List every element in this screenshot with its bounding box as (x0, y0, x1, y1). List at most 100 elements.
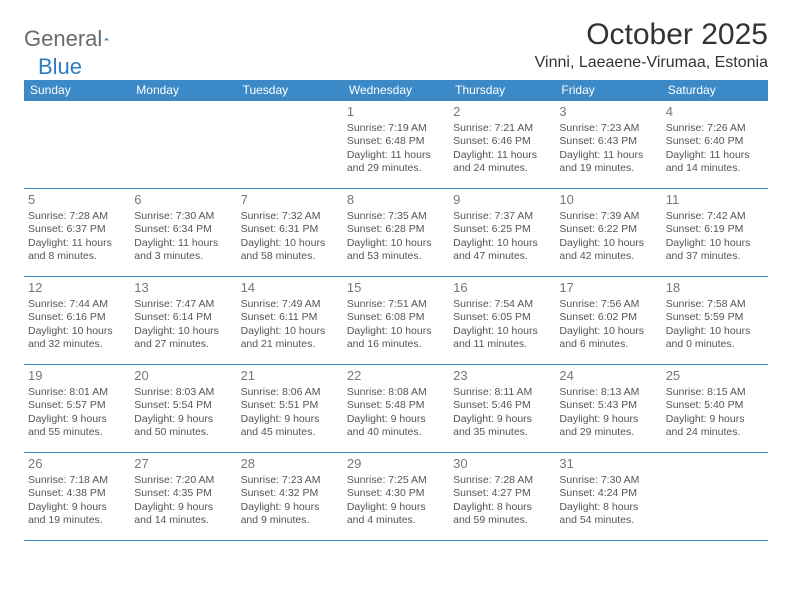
day2-text: and 47 minutes. (453, 250, 551, 263)
day-number: 9 (453, 192, 551, 208)
sunrise-text: Sunrise: 7:58 AM (666, 298, 764, 311)
day1-text: Daylight: 10 hours (28, 325, 126, 338)
calendar-cell: 30Sunrise: 7:28 AMSunset: 4:27 PMDayligh… (449, 453, 555, 541)
day1-text: Daylight: 9 hours (241, 413, 339, 426)
day2-text: and 27 minutes. (134, 338, 232, 351)
day-number: 31 (559, 456, 657, 472)
sunset-text: Sunset: 6:40 PM (666, 135, 764, 148)
day2-text: and 50 minutes. (134, 426, 232, 439)
day-number: 12 (28, 280, 126, 296)
day2-text: and 42 minutes. (559, 250, 657, 263)
logo-blue-text-wrap: Blue (38, 54, 82, 80)
header: General October 2025 Vinni, Laeaene-Viru… (24, 18, 768, 72)
calendar-cell: 28Sunrise: 7:23 AMSunset: 4:32 PMDayligh… (237, 453, 343, 541)
calendar-cell: 9Sunrise: 7:37 AMSunset: 6:25 PMDaylight… (449, 189, 555, 277)
day1-text: Daylight: 11 hours (453, 149, 551, 162)
calendar-row: 1Sunrise: 7:19 AMSunset: 6:48 PMDaylight… (24, 101, 768, 189)
day1-text: Daylight: 11 hours (666, 149, 764, 162)
day-header: Sunday (24, 80, 130, 101)
day-number: 14 (241, 280, 339, 296)
day-number: 3 (559, 104, 657, 120)
calendar-cell: 5Sunrise: 7:28 AMSunset: 6:37 PMDaylight… (24, 189, 130, 277)
day1-text: Daylight: 10 hours (347, 325, 445, 338)
day-number: 21 (241, 368, 339, 384)
sunrise-text: Sunrise: 7:35 AM (347, 210, 445, 223)
day2-text: and 59 minutes. (453, 514, 551, 527)
calendar-cell: 18Sunrise: 7:58 AMSunset: 5:59 PMDayligh… (662, 277, 768, 365)
day2-text: and 9 minutes. (241, 514, 339, 527)
sunrise-text: Sunrise: 7:30 AM (134, 210, 232, 223)
sunset-text: Sunset: 5:51 PM (241, 399, 339, 412)
calendar-cell: 4 Sunrise: 7:26 AMSunset: 6:40 PMDaylight… (662, 101, 768, 189)
month-title: October 2025 (535, 18, 768, 52)
day1-text: Daylight: 9 hours (453, 413, 551, 426)
sunset-text: Sunset: 6:31 PM (241, 223, 339, 236)
day-number: 28 (241, 456, 339, 472)
sunset-text: Sunset: 6:16 PM (28, 311, 126, 324)
calendar-cell: 12Sunrise: 7:44 AMSunset: 6:16 PMDayligh… (24, 277, 130, 365)
sunset-text: Sunset: 6:37 PM (28, 223, 126, 236)
day-number: 23 (453, 368, 551, 384)
sunrise-text: Sunrise: 7:30 AM (559, 474, 657, 487)
day2-text: and 58 minutes. (241, 250, 339, 263)
sunset-text: Sunset: 6:05 PM (453, 311, 551, 324)
sunrise-text: Sunrise: 7:51 AM (347, 298, 445, 311)
sunset-text: Sunset: 6:43 PM (559, 135, 657, 148)
logo-text-general: General (24, 26, 102, 52)
day-header: Saturday (662, 80, 768, 101)
day1-text: Daylight: 9 hours (28, 413, 126, 426)
day2-text: and 29 minutes. (347, 162, 445, 175)
sunset-text: Sunset: 6:25 PM (453, 223, 551, 236)
calendar-cell: 8Sunrise: 7:35 AMSunset: 6:28 PMDaylight… (343, 189, 449, 277)
logo-text-blue: Blue (38, 54, 82, 80)
calendar-cell: 22Sunrise: 8:08 AMSunset: 5:48 PMDayligh… (343, 365, 449, 453)
sunrise-text: Sunrise: 7:28 AM (453, 474, 551, 487)
day1-text: Daylight: 9 hours (347, 413, 445, 426)
day-number: 19 (28, 368, 126, 384)
day2-text: and 55 minutes. (28, 426, 126, 439)
sunrise-text: Sunrise: 7:26 AM (666, 122, 764, 135)
sunset-text: Sunset: 6:14 PM (134, 311, 232, 324)
calendar-cell: 7Sunrise: 7:32 AMSunset: 6:31 PMDaylight… (237, 189, 343, 277)
calendar-cell: 27Sunrise: 7:20 AMSunset: 4:35 PMDayligh… (130, 453, 236, 541)
sunset-text: Sunset: 5:43 PM (559, 399, 657, 412)
day-header: Monday (130, 80, 236, 101)
day-number: 30 (453, 456, 551, 472)
calendar-cell: 21Sunrise: 8:06 AMSunset: 5:51 PMDayligh… (237, 365, 343, 453)
day-number: 26 (28, 456, 126, 472)
calendar-cell: 24Sunrise: 8:13 AMSunset: 5:43 PMDayligh… (555, 365, 661, 453)
sunrise-text: Sunrise: 7:18 AM (28, 474, 126, 487)
day2-text: and 4 minutes. (347, 514, 445, 527)
day1-text: Daylight: 9 hours (347, 501, 445, 514)
calendar-cell: 19Sunrise: 8:01 AMSunset: 5:57 PMDayligh… (24, 365, 130, 453)
calendar-cell: 2Sunrise: 7:21 AMSunset: 6:46 PMDaylight… (449, 101, 555, 189)
day-number: 18 (666, 280, 764, 296)
sunrise-text: Sunrise: 8:13 AM (559, 386, 657, 399)
day2-text: and 6 minutes. (559, 338, 657, 351)
day-number: 4 (666, 104, 764, 120)
day-header: Wednesday (343, 80, 449, 101)
day1-text: Daylight: 11 hours (28, 237, 126, 250)
day-header: Thursday (449, 80, 555, 101)
sunrise-text: Sunrise: 8:03 AM (134, 386, 232, 399)
sunrise-text: Sunrise: 8:01 AM (28, 386, 126, 399)
sunset-text: Sunset: 5:48 PM (347, 399, 445, 412)
sunrise-text: Sunrise: 7:56 AM (559, 298, 657, 311)
sunset-text: Sunset: 4:32 PM (241, 487, 339, 500)
day1-text: Daylight: 10 hours (241, 237, 339, 250)
sunset-text: Sunset: 6:08 PM (347, 311, 445, 324)
day1-text: Daylight: 8 hours (559, 501, 657, 514)
sunset-text: Sunset: 5:59 PM (666, 311, 764, 324)
sunrise-text: Sunrise: 7:23 AM (559, 122, 657, 135)
calendar-cell (662, 453, 768, 541)
day-number: 2 (453, 104, 551, 120)
sunrise-text: Sunrise: 7:21 AM (453, 122, 551, 135)
day2-text: and 24 minutes. (453, 162, 551, 175)
calendar-cell (130, 101, 236, 189)
sunset-text: Sunset: 4:30 PM (347, 487, 445, 500)
sunrise-text: Sunrise: 8:11 AM (453, 386, 551, 399)
day1-text: Daylight: 9 hours (241, 501, 339, 514)
day1-text: Daylight: 10 hours (559, 325, 657, 338)
day1-text: Daylight: 9 hours (559, 413, 657, 426)
sunrise-text: Sunrise: 7:19 AM (347, 122, 445, 135)
